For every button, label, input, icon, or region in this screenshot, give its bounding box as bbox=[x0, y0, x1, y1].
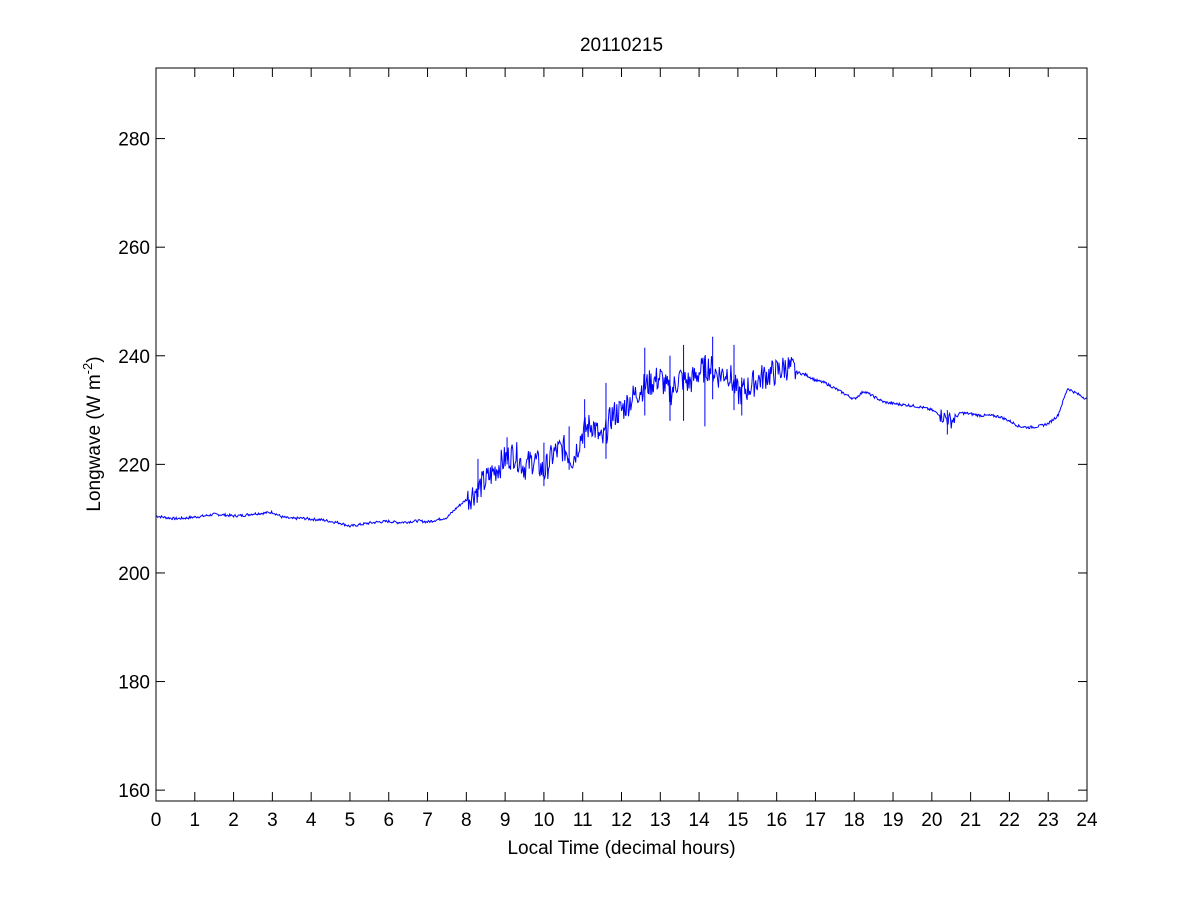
x-tick-label: 7 bbox=[422, 810, 433, 831]
x-tick-label: 2 bbox=[228, 810, 239, 831]
x-tick-label: 0 bbox=[151, 810, 162, 831]
x-tick-label: 18 bbox=[844, 810, 865, 831]
x-tick-label: 1 bbox=[190, 810, 201, 831]
plot-background bbox=[156, 68, 1087, 801]
series-layer bbox=[155, 336, 1088, 528]
x-tick-label: 19 bbox=[882, 810, 903, 831]
y-tick-label: 220 bbox=[118, 455, 150, 476]
y-axis-label: Longwave (W m-2) bbox=[80, 356, 105, 511]
x-tick-label: 3 bbox=[267, 810, 278, 831]
x-tick-label: 4 bbox=[306, 810, 317, 831]
x-tick-label: 16 bbox=[766, 810, 787, 831]
x-tick-label: 24 bbox=[1076, 810, 1098, 831]
x-tick-label: 10 bbox=[533, 810, 554, 831]
y-tick-label: 180 bbox=[118, 673, 150, 694]
x-tick-label: 5 bbox=[345, 810, 356, 831]
chart-title: 20110215 bbox=[580, 35, 663, 56]
y-tick-label: 160 bbox=[118, 781, 150, 802]
x-tick-label: 17 bbox=[805, 810, 826, 831]
x-tick-label: 13 bbox=[650, 810, 671, 831]
y-axis-ticks: 160 180 200 220 240 260 280 bbox=[118, 130, 1087, 802]
x-tick-label: 22 bbox=[999, 810, 1020, 831]
x-tick-label: 20 bbox=[921, 810, 942, 831]
series-spikes bbox=[477, 336, 948, 497]
x-tick-label: 21 bbox=[960, 810, 981, 831]
y-axis-label-sup: -2 bbox=[80, 363, 95, 375]
series-line bbox=[155, 355, 1088, 528]
y-tick-label: 200 bbox=[118, 564, 150, 585]
x-tick-label: 6 bbox=[383, 810, 394, 831]
y-axis-label-text: Longwave (W m bbox=[84, 374, 105, 511]
x-tick-label: 11 bbox=[573, 810, 593, 831]
x-tick-label: 8 bbox=[461, 810, 472, 831]
x-tick-label: 14 bbox=[689, 810, 711, 831]
x-tick-label: 23 bbox=[1038, 810, 1059, 831]
x-axis-label: Local Time (decimal hours) bbox=[507, 838, 735, 859]
y-tick-label: 280 bbox=[118, 130, 150, 151]
x-axis-ticks: 0 1 2 3 4 5 6 7 8 9 10 11 12 13 14 15 16 17 18 19 20 21 22 23 24 bbox=[151, 68, 1098, 831]
x-tick-label: 15 bbox=[727, 810, 748, 831]
y-axis-label-close: ) bbox=[84, 356, 105, 362]
y-tick-label: 260 bbox=[118, 238, 150, 259]
x-tick-label: 12 bbox=[611, 810, 632, 831]
y-tick-label: 240 bbox=[118, 347, 150, 368]
plot-frame bbox=[155, 67, 1088, 802]
x-tick-label: 9 bbox=[500, 810, 511, 831]
